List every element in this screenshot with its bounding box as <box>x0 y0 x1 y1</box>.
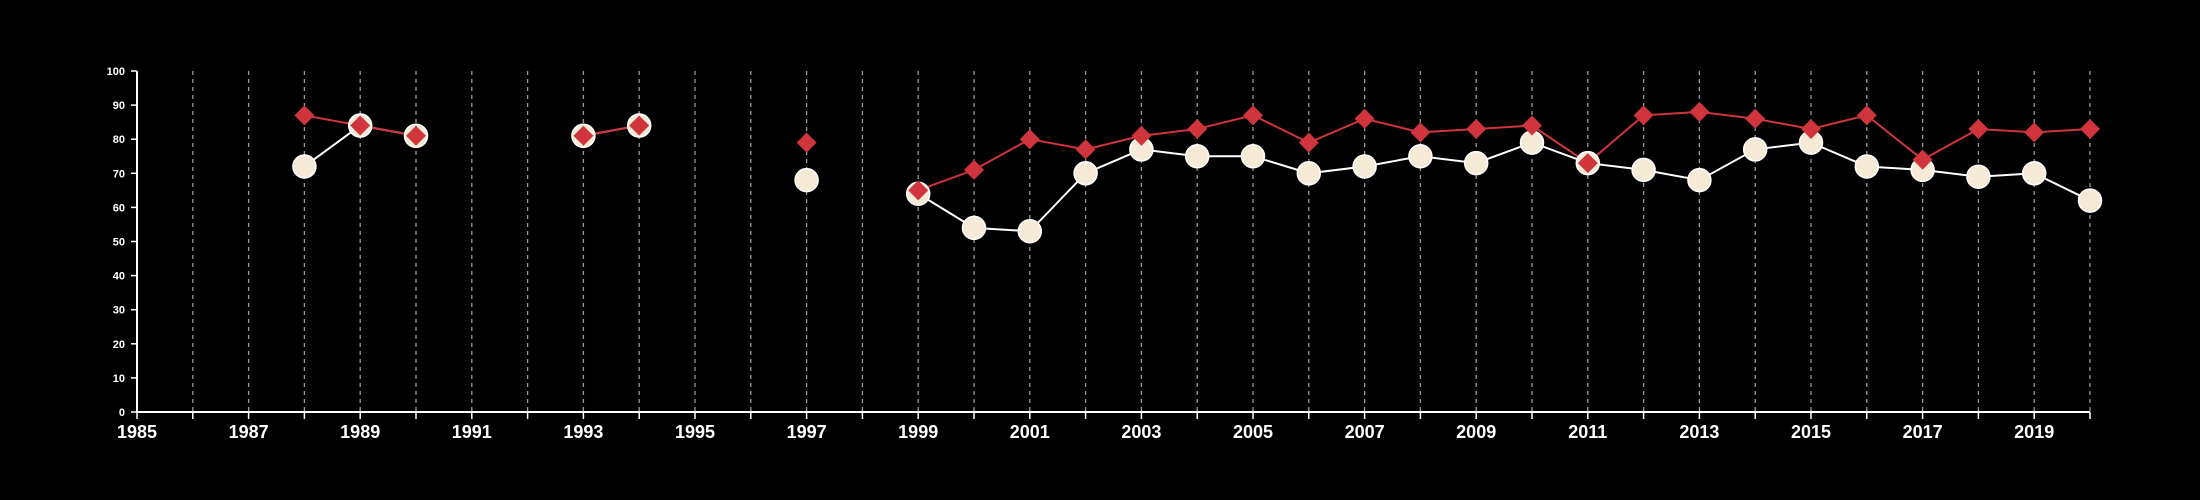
y-tick-label: 20 <box>113 339 125 351</box>
series-line-diamond <box>917 110 2091 192</box>
circle-point <box>1184 144 1210 169</box>
x-tick-label: 1999 <box>898 422 938 442</box>
circle-point <box>1408 144 1433 169</box>
x-tick-label: 1997 <box>787 422 827 442</box>
x-tick-label: 2017 <box>1903 422 1943 442</box>
circle-point <box>794 167 819 193</box>
x-tick-label: 1995 <box>675 422 715 442</box>
circle-point <box>1631 157 1656 183</box>
circle-point <box>1296 161 1322 186</box>
diamond-point <box>2024 122 2045 143</box>
y-tick-label: 10 <box>113 373 125 385</box>
x-tick-label: 2011 <box>1568 422 1607 442</box>
x-tick-label: 1989 <box>340 422 380 442</box>
y-tick-label: 0 <box>119 407 125 419</box>
grid-lines <box>192 71 2091 412</box>
circle-point <box>961 215 987 241</box>
circle-point <box>1073 161 1098 186</box>
y-tick-label: 60 <box>113 202 125 214</box>
diamond-point <box>294 105 315 126</box>
x-tick-label: 2019 <box>2014 422 2054 442</box>
diamond-point <box>350 115 371 136</box>
diamond-point <box>1410 122 1431 143</box>
x-tick-label: 2009 <box>1456 422 1496 442</box>
diamond-point <box>573 125 594 146</box>
circle-point <box>1742 137 1768 162</box>
x-tick-label: 1993 <box>563 422 603 442</box>
circle-point <box>1352 154 1377 179</box>
x-tick-label: 2013 <box>1679 422 1719 442</box>
diamond-point <box>796 132 817 153</box>
diamond-point <box>1968 118 1989 139</box>
y-tick-label: 40 <box>113 271 125 283</box>
diamond-point <box>1856 105 1877 126</box>
x-tick-label: 2005 <box>1233 422 1273 442</box>
diamond-point <box>1354 108 1375 129</box>
circle-point <box>2077 188 2103 213</box>
series-line-circle <box>917 141 2091 233</box>
diamond-point <box>1131 125 1152 146</box>
axes: 1985 1987 1989 1991 1993 1995 1997 1999 2001 2003… <box>107 66 2091 442</box>
circle-point <box>1463 150 1489 176</box>
diamond-point <box>1075 139 1096 160</box>
circle-point <box>2021 161 2047 186</box>
x-tick-label: 2007 <box>1345 422 1385 442</box>
diamond-point <box>1633 105 1654 126</box>
y-tick-label: 100 <box>107 66 125 78</box>
diamond-point <box>629 115 650 136</box>
diamond-point <box>1912 149 1933 170</box>
x-tick-label: 2003 <box>1121 422 1161 442</box>
x-tick-label: 1987 <box>229 422 269 442</box>
circle-point <box>1687 167 1712 193</box>
diamond-point <box>1745 108 1766 129</box>
x-tick-label: 1985 <box>117 422 157 442</box>
circle-point <box>1854 154 1880 179</box>
diamond-point <box>964 159 984 180</box>
circle-point <box>1240 144 1266 169</box>
diamond-point <box>2080 118 2100 139</box>
diamond-point <box>1298 132 1319 153</box>
y-tick-label: 70 <box>113 168 125 180</box>
diamond-point <box>1187 118 1208 139</box>
diamond-point <box>1019 129 1040 150</box>
diamond-point <box>1243 105 1263 126</box>
diamond-point <box>1466 118 1487 139</box>
diamond-point <box>1689 101 1710 122</box>
x-tick-label: 1991 <box>452 422 492 442</box>
circle-point <box>1017 219 1043 244</box>
circle-point <box>1966 164 1991 189</box>
diamond-point <box>1577 153 1598 174</box>
diamond-point <box>1522 115 1542 136</box>
diamond-point <box>908 180 929 201</box>
y-tick-label: 90 <box>113 100 125 112</box>
circle-point <box>292 154 317 179</box>
x-tick-label: 2001 <box>1010 422 1050 442</box>
x-tick-label: 2015 <box>1791 422 1831 442</box>
y-tick-label: 50 <box>113 237 125 249</box>
y-tick-label: 30 <box>113 305 125 317</box>
y-tick-label: 80 <box>113 134 125 146</box>
series-layer <box>292 101 2103 244</box>
diamond-point <box>1801 118 1821 139</box>
diamond-point <box>406 125 426 146</box>
